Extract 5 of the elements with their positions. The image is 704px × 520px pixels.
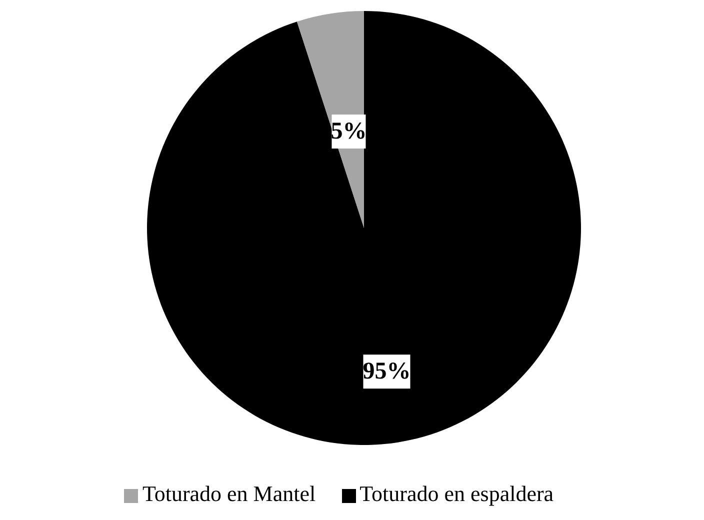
data-label: 5%: [330, 118, 367, 145]
legend-label: Toturado en espaldera: [360, 481, 554, 506]
pie-slice: [147, 11, 581, 445]
legend-label: Toturado en Mantel: [142, 481, 316, 506]
data-label: 95%: [362, 358, 411, 385]
